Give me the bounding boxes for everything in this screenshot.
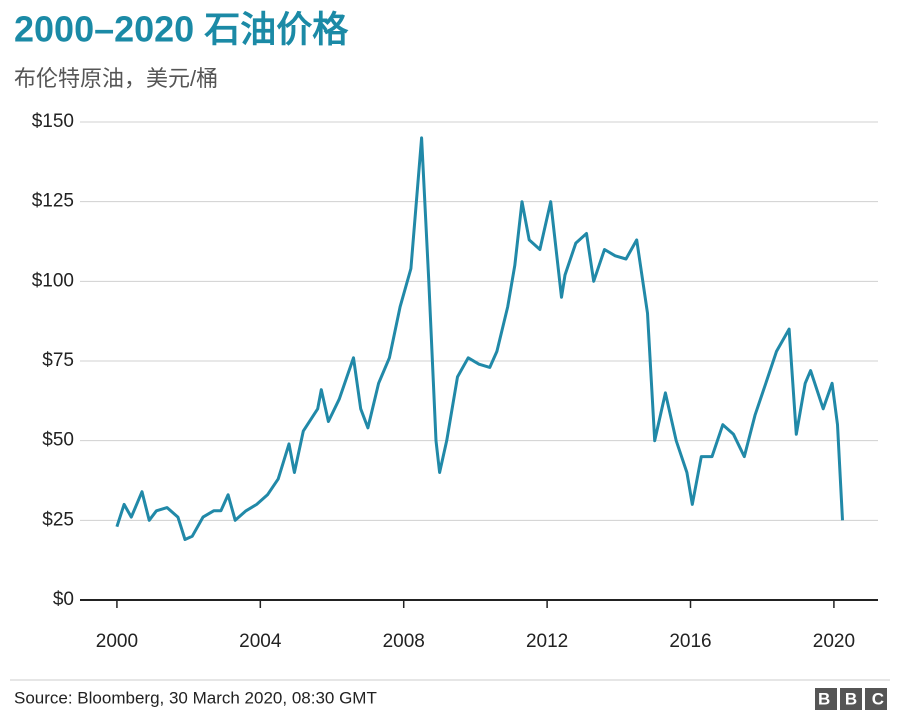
y-tick-label: $150 bbox=[32, 111, 74, 132]
x-tick-label: 2008 bbox=[383, 631, 425, 652]
x-tick-label: 2000 bbox=[96, 631, 138, 652]
x-tick-label: 2004 bbox=[239, 631, 282, 652]
logo-boxes bbox=[815, 688, 887, 710]
y-tick-label: $75 bbox=[42, 350, 74, 371]
y-tick-label: $125 bbox=[32, 191, 74, 212]
x-tick-label: 2012 bbox=[526, 631, 568, 652]
price-line bbox=[115, 136, 844, 541]
logo: BBC bbox=[818, 689, 884, 708]
y-tick-label: $50 bbox=[42, 430, 74, 451]
y-tick-label: $100 bbox=[32, 270, 74, 291]
chart-subtitle: 布伦特原油，美元/桶 bbox=[14, 66, 218, 91]
x-tick-label: 2016 bbox=[669, 631, 711, 652]
chart-title: 2000–2020 石油价格 bbox=[14, 9, 349, 50]
y-tick-label: $25 bbox=[42, 509, 74, 530]
y-tick-label: $0 bbox=[53, 589, 74, 610]
x-tick-label: 2020 bbox=[813, 631, 855, 652]
source: Source: Bloomberg, 30 March 2020, 08:30 … bbox=[14, 688, 377, 707]
